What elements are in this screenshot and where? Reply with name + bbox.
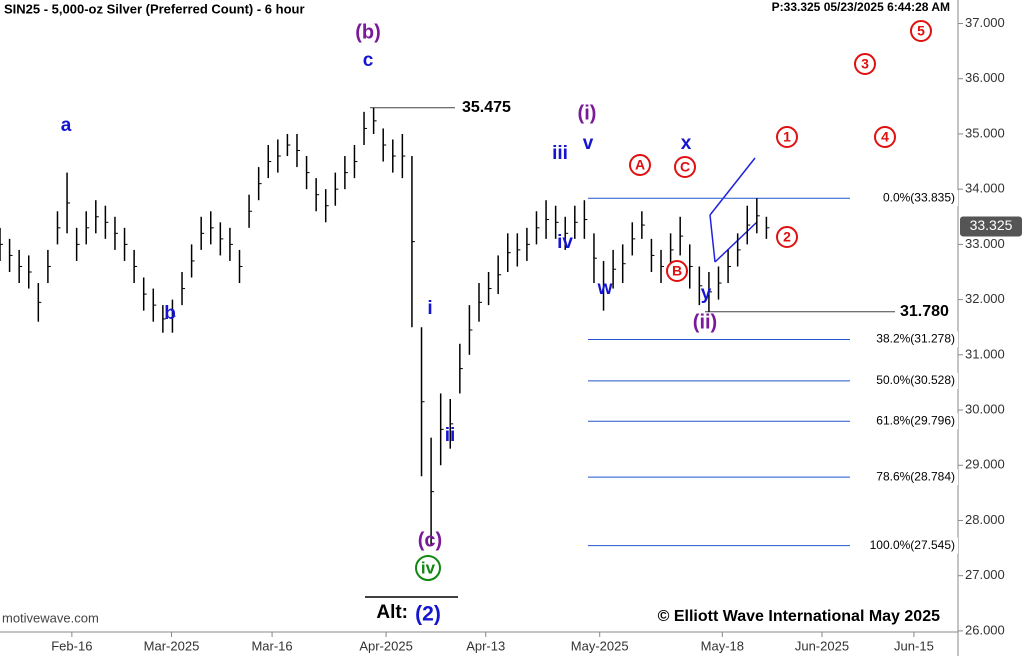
- fib-label: 61.8%(29.796): [876, 413, 955, 427]
- x-tick-label: Feb-16: [51, 638, 92, 653]
- fib-label-bg: [850, 190, 958, 207]
- wave-label: iv: [421, 558, 436, 577]
- y-tick-label: 34.000: [965, 181, 1005, 196]
- y-tick-label: 37.000: [965, 15, 1005, 30]
- wave-label: ii: [445, 425, 456, 446]
- channel: [709, 157, 758, 263]
- y-tick-label: 33.000: [965, 236, 1005, 251]
- y-tick-label: 27.000: [965, 567, 1005, 582]
- y-tick-label: 29.000: [965, 457, 1005, 472]
- x-tick-label: Mar-16: [251, 638, 292, 653]
- channel-line: [709, 214, 716, 263]
- level-label: 35.475: [462, 99, 511, 116]
- x-tick-label: Apr-13: [466, 638, 505, 653]
- copyright: © Elliott Wave International May 2025: [658, 608, 940, 625]
- wave-circle: [874, 126, 896, 148]
- wave-label: c: [363, 50, 374, 71]
- alt-label: Alt:: [376, 602, 408, 623]
- wave-label: x: [681, 133, 692, 154]
- x-tick-label: Jun-15: [894, 638, 934, 653]
- fib-label-bg: [850, 537, 958, 554]
- fib-label: 0.0%(33.835): [883, 190, 955, 204]
- wave-label: 4: [881, 129, 889, 145]
- y-tick-label: 26.000: [965, 622, 1005, 637]
- fib-label-bg: [850, 469, 958, 486]
- wave-label: i: [427, 298, 432, 319]
- watermark: motivewave.com: [2, 610, 99, 625]
- wave-label: 3: [861, 56, 869, 72]
- wave-label: 1: [783, 129, 791, 145]
- y-tick-label: 30.000: [965, 401, 1005, 416]
- wave-label: 5: [917, 23, 925, 39]
- x-tick-label: Apr-2025: [359, 638, 412, 653]
- x-tick-label: May-2025: [571, 638, 629, 653]
- fib-label-bg: [850, 372, 958, 389]
- y-tick-label: 36.000: [965, 70, 1005, 85]
- fib-label-bg: [850, 331, 958, 348]
- y-tick-label: 35.000: [965, 125, 1005, 140]
- last-price-label: 33.325: [970, 217, 1013, 233]
- fib-label-bg: [850, 413, 958, 430]
- wave-label: y: [701, 283, 712, 304]
- x-tick-label: Jun-2025: [795, 638, 849, 653]
- wave-circle: [776, 226, 798, 248]
- wave-label: iv: [557, 232, 573, 253]
- y-tick-label: 31.000: [965, 346, 1005, 361]
- wave-label: (c): [418, 529, 442, 551]
- wave-label: (i): [578, 102, 597, 124]
- wave-circle: [776, 126, 798, 148]
- wave-label: v: [583, 133, 594, 154]
- wave-circle: [854, 53, 876, 75]
- channel-line: [709, 157, 756, 216]
- wave-label: iii: [552, 143, 568, 164]
- x-tick-label: May-18: [701, 638, 744, 653]
- wave-label: (ii): [693, 311, 717, 333]
- fib-label: 100.0%(27.545): [870, 538, 955, 552]
- wave-label: w: [597, 278, 613, 299]
- y-tick-label: 32.000: [965, 291, 1005, 306]
- fib-label: 78.6%(28.784): [876, 469, 955, 483]
- wave-circle: [674, 156, 696, 178]
- wave-circle: [415, 555, 441, 581]
- alt-wave: (2): [415, 603, 441, 626]
- fib-label: 38.2%(31.278): [876, 332, 955, 346]
- y-tick-label: 28.000: [965, 512, 1005, 527]
- last-price-box: [960, 216, 1022, 237]
- wave-label: (b): [355, 21, 381, 43]
- wave-label: b: [164, 303, 176, 324]
- fib-label: 50.0%(30.528): [876, 373, 955, 387]
- status: P:33.325 05/23/2025 6:44:28 AM: [772, 0, 950, 14]
- wave-circle: [629, 154, 651, 176]
- wave-circle: [666, 260, 688, 282]
- wave-label: B: [672, 263, 682, 279]
- chart-title: SIN25 - 5,000-oz Silver (Preferred Count…: [4, 1, 305, 16]
- channel-line: [714, 221, 758, 263]
- x-tick-label: Mar-2025: [144, 638, 200, 653]
- wave-label: 2: [783, 229, 791, 245]
- wave-label: a: [61, 115, 72, 136]
- level-label: 31.780: [900, 303, 949, 320]
- wave-circle: [910, 20, 932, 42]
- wave-label: A: [635, 157, 645, 173]
- wave-label: C: [680, 159, 690, 175]
